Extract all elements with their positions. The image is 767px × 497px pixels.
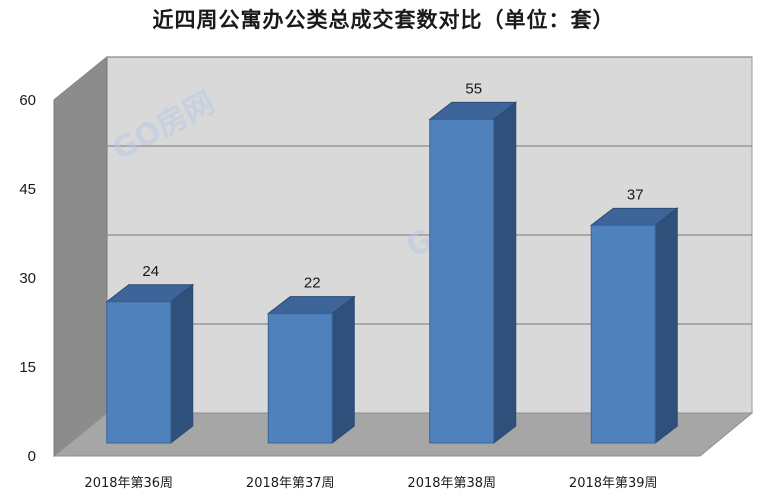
data-labels: 24 22 55 37 bbox=[142, 80, 643, 291]
bar-front bbox=[590, 224, 656, 444]
bar-side bbox=[493, 101, 517, 445]
x-category-label: 2018年第36周 bbox=[84, 476, 173, 491]
bar-front bbox=[429, 118, 495, 444]
y-tick-label: 15 bbox=[19, 359, 36, 376]
y-tick-label: 60 bbox=[19, 92, 36, 109]
bar-front bbox=[267, 313, 333, 444]
x-category-label: 2018年第37周 bbox=[246, 476, 335, 491]
bars bbox=[105, 101, 679, 445]
y-tick-label: 0 bbox=[28, 448, 36, 465]
bar-front bbox=[106, 301, 172, 444]
data-label: 55 bbox=[465, 80, 482, 97]
bar bbox=[105, 283, 195, 445]
bar-side bbox=[170, 283, 194, 445]
bar bbox=[266, 295, 356, 445]
data-label: 37 bbox=[627, 186, 644, 203]
bar-side bbox=[331, 295, 355, 445]
data-label: 24 bbox=[142, 263, 159, 280]
x-category-label: 2018年第38周 bbox=[407, 476, 496, 491]
chart-title: 近四周公寓办公类总成交套数对比（单位：套） bbox=[152, 8, 615, 32]
floor bbox=[52, 412, 754, 457]
bar bbox=[428, 101, 518, 445]
gridline bbox=[53, 234, 752, 279]
y-tick-label: 45 bbox=[19, 181, 36, 198]
x-axis-categories: 2018年第36周 2018年第37周 2018年第38周 2018年第39周 bbox=[84, 476, 657, 491]
y-axis-ticks: 0 15 30 45 60 bbox=[19, 92, 36, 465]
gridline bbox=[53, 145, 752, 190]
bar bbox=[589, 207, 679, 445]
y-tick-label: 30 bbox=[19, 270, 36, 287]
gridline bbox=[53, 56, 752, 101]
bar-side bbox=[654, 207, 678, 445]
x-category-label: 2018年第39周 bbox=[569, 476, 658, 491]
data-label: 22 bbox=[304, 275, 321, 292]
